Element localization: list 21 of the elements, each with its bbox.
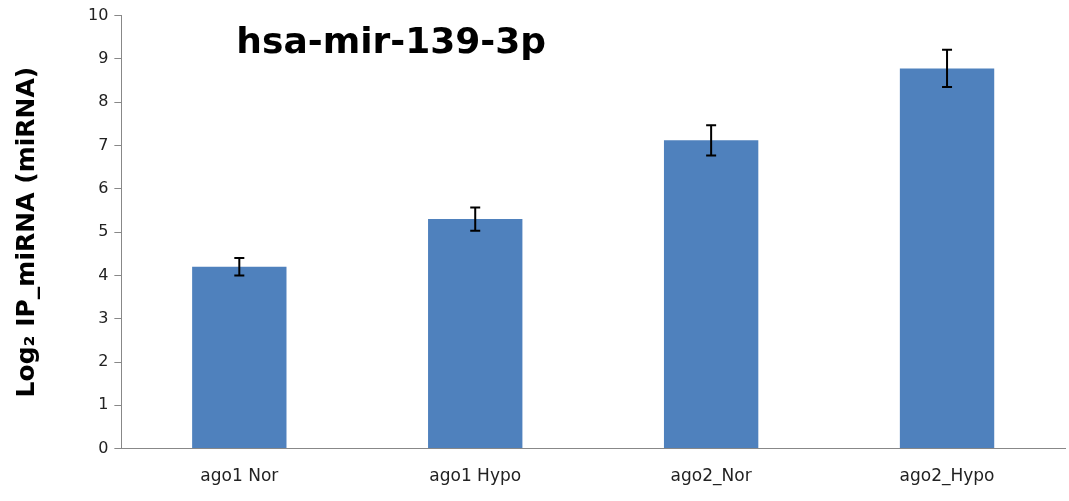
bar xyxy=(663,140,759,449)
y-tick-label: 10 xyxy=(88,4,109,24)
y-tick-label: 3 xyxy=(98,307,109,327)
y-tick-label: 1 xyxy=(98,394,109,414)
y-tick-label: 8 xyxy=(98,91,109,111)
x-tick-label: ago1 Hypo xyxy=(429,465,522,486)
x-tick-label: ago2_Hypo xyxy=(899,465,995,487)
y-axis-title: Log₂ IP_miRNA (miRNA) xyxy=(10,66,40,398)
bar xyxy=(192,266,287,449)
x-tick-label: ago1 Nor xyxy=(200,465,279,486)
bar xyxy=(428,219,523,449)
y-tick-label: 9 xyxy=(98,48,109,68)
y-tick-label: 4 xyxy=(98,264,109,284)
y-tick-label: 0 xyxy=(98,437,109,457)
x-tick-label: ago2_Nor xyxy=(670,465,752,487)
chart-title: hsa-mir-139-3p xyxy=(236,19,547,61)
y-tick-label: 6 xyxy=(98,177,109,197)
bar xyxy=(899,68,995,449)
y-tick-label: 2 xyxy=(98,351,109,371)
y-tick-label: 7 xyxy=(98,134,109,154)
y-tick-label: 5 xyxy=(98,221,109,241)
